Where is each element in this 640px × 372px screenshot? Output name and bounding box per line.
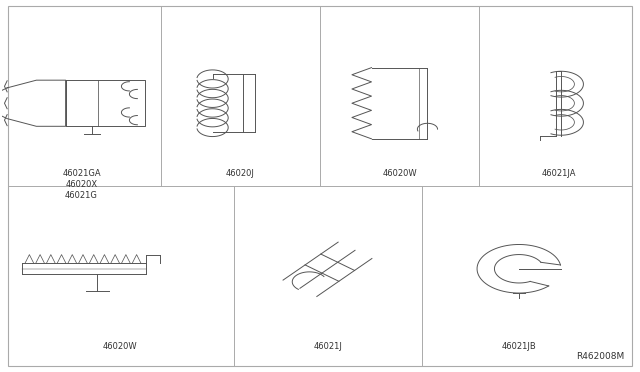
Text: 46021JA: 46021JA: [541, 170, 576, 179]
Text: 46020W: 46020W: [102, 342, 137, 351]
Text: 46020W: 46020W: [382, 170, 417, 179]
Text: 46021GA
46020X
46021G: 46021GA 46020X 46021G: [62, 170, 101, 200]
Text: 46021J: 46021J: [314, 342, 342, 351]
Text: R462008M: R462008M: [575, 352, 624, 361]
Text: 46021JB: 46021JB: [502, 342, 536, 351]
Text: 46020J: 46020J: [226, 170, 255, 179]
